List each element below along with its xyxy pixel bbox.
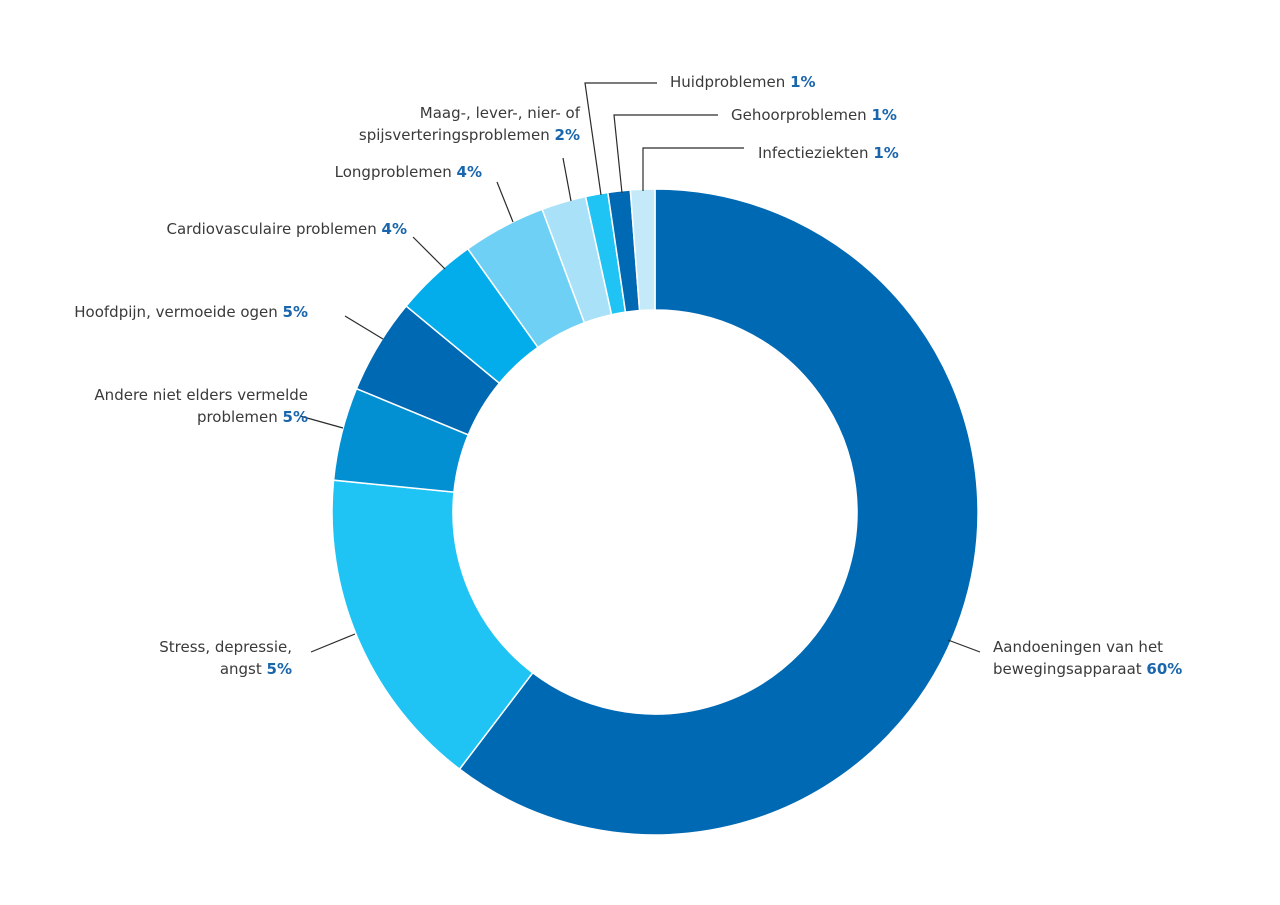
leader-line	[299, 415, 344, 429]
slice-percent: 5%	[267, 660, 292, 678]
slice-label-line: Andere niet elders vermelde	[94, 386, 308, 404]
leader-line	[412, 236, 446, 270]
slice-percent: 2%	[555, 126, 580, 144]
slice-percent: 60%	[1146, 660, 1182, 678]
slice-label-line: Longproblemen 4%	[335, 163, 482, 181]
slice-label-line: spijsverteringsproblemen 2%	[359, 126, 580, 144]
slice-label-line: bewegingsapparaat 60%	[993, 660, 1182, 678]
leader-line	[562, 157, 572, 202]
slice-label-line: Hoofdpijn, vermoeide ogen 5%	[74, 303, 308, 321]
slice-label-line: Infectieziekten 1%	[758, 144, 899, 162]
slice-label: Stress, depressie, angst 5%	[159, 638, 292, 678]
slice-label-line: problemen 5%	[197, 408, 308, 426]
leader-line	[496, 181, 514, 223]
leader-line	[613, 114, 718, 194]
leader-line	[344, 315, 384, 340]
slice-label-line: Cardiovasculaire problemen 4%	[167, 220, 407, 238]
slice-label-line: Huidproblemen 1%	[670, 73, 816, 91]
slice-label: Longproblemen 4%	[335, 163, 482, 181]
slice-percent: 4%	[457, 163, 482, 181]
slice-label: Aandoeningen van het bewegingsapparaat 60…	[993, 638, 1182, 678]
slice-label: Huidproblemen 1%	[670, 73, 816, 91]
donut-slice	[629, 188, 656, 312]
slice-percent: 4%	[382, 220, 407, 238]
slice-label: Maag-, lever-, nier- of spijsverteringspr…	[359, 104, 581, 144]
leader-line	[310, 633, 356, 653]
slice-label: Gehoorproblemen 1%	[731, 106, 897, 124]
slice-label-line: Aandoeningen van het	[993, 638, 1163, 656]
leader-line	[947, 639, 981, 653]
slice-percent: 5%	[283, 303, 308, 321]
slice-label: Infectieziekten 1%	[758, 144, 899, 162]
leader-line	[584, 82, 657, 196]
slice-label: Andere niet elders vermelde problemen 5%	[94, 386, 308, 426]
slice-percent: 5%	[283, 408, 308, 426]
leader-line	[642, 147, 744, 191]
slice-label-line: Maag-, lever-, nier- of	[420, 104, 581, 122]
slice-label: Cardiovasculaire problemen 4%	[167, 220, 407, 238]
slice-label: Hoofdpijn, vermoeide ogen 5%	[74, 303, 308, 321]
slice-percent: 1%	[873, 144, 898, 162]
donut-slice	[458, 188, 979, 836]
slice-percent: 1%	[790, 73, 815, 91]
slice-label-line: Stress, depressie,	[159, 638, 292, 656]
slice-percent: 1%	[871, 106, 896, 124]
slice-label-line: angst 5%	[220, 660, 292, 678]
slice-label-line: Gehoorproblemen 1%	[731, 106, 897, 124]
